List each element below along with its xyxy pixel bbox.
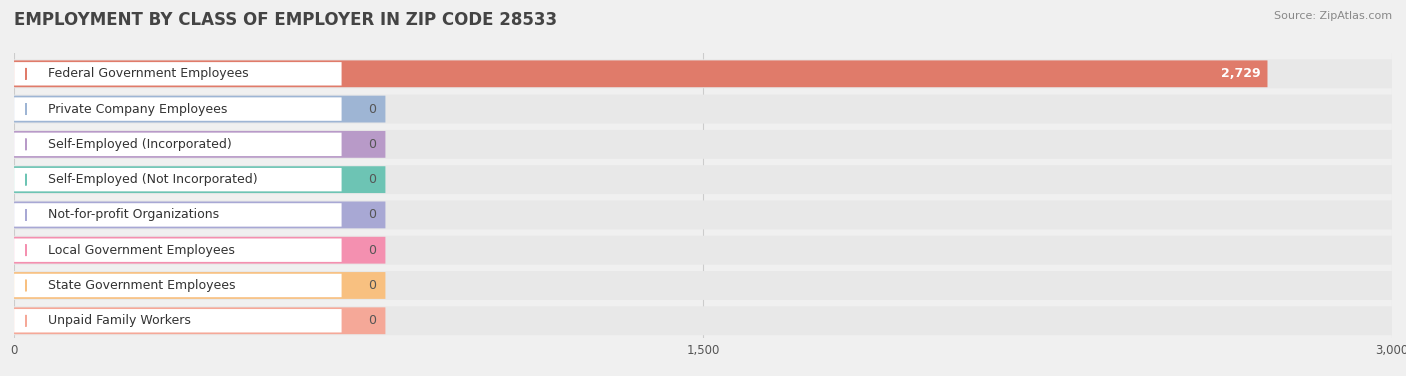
- FancyBboxPatch shape: [14, 96, 385, 123]
- FancyBboxPatch shape: [14, 202, 385, 228]
- FancyBboxPatch shape: [14, 272, 385, 299]
- Text: Federal Government Employees: Federal Government Employees: [48, 67, 249, 80]
- FancyBboxPatch shape: [14, 200, 1392, 229]
- Text: Self-Employed (Incorporated): Self-Employed (Incorporated): [48, 138, 232, 151]
- FancyBboxPatch shape: [14, 95, 1392, 124]
- Text: Local Government Employees: Local Government Employees: [48, 244, 235, 257]
- Text: Self-Employed (Not Incorporated): Self-Employed (Not Incorporated): [48, 173, 257, 186]
- FancyBboxPatch shape: [14, 307, 385, 334]
- FancyBboxPatch shape: [14, 309, 342, 332]
- FancyBboxPatch shape: [14, 168, 342, 191]
- FancyBboxPatch shape: [14, 274, 342, 297]
- FancyBboxPatch shape: [14, 271, 1392, 300]
- FancyBboxPatch shape: [14, 166, 385, 193]
- Text: 0: 0: [368, 279, 377, 292]
- FancyBboxPatch shape: [14, 237, 385, 264]
- FancyBboxPatch shape: [14, 59, 1392, 88]
- Text: State Government Employees: State Government Employees: [48, 279, 235, 292]
- FancyBboxPatch shape: [14, 236, 1392, 265]
- Text: 0: 0: [368, 208, 377, 221]
- Text: Unpaid Family Workers: Unpaid Family Workers: [48, 314, 191, 327]
- Text: 0: 0: [368, 314, 377, 327]
- FancyBboxPatch shape: [14, 62, 342, 85]
- Text: Private Company Employees: Private Company Employees: [48, 103, 228, 115]
- FancyBboxPatch shape: [14, 130, 1392, 159]
- Text: 0: 0: [368, 244, 377, 257]
- FancyBboxPatch shape: [14, 203, 342, 227]
- Text: 2,729: 2,729: [1220, 67, 1261, 80]
- Text: Source: ZipAtlas.com: Source: ZipAtlas.com: [1274, 11, 1392, 21]
- Text: 0: 0: [368, 103, 377, 115]
- Text: 0: 0: [368, 138, 377, 151]
- Text: Not-for-profit Organizations: Not-for-profit Organizations: [48, 208, 219, 221]
- FancyBboxPatch shape: [14, 61, 1267, 87]
- Text: 0: 0: [368, 173, 377, 186]
- FancyBboxPatch shape: [14, 306, 1392, 335]
- FancyBboxPatch shape: [14, 238, 342, 262]
- FancyBboxPatch shape: [14, 97, 342, 121]
- Text: EMPLOYMENT BY CLASS OF EMPLOYER IN ZIP CODE 28533: EMPLOYMENT BY CLASS OF EMPLOYER IN ZIP C…: [14, 11, 557, 29]
- FancyBboxPatch shape: [14, 165, 1392, 194]
- FancyBboxPatch shape: [14, 131, 385, 158]
- FancyBboxPatch shape: [14, 133, 342, 156]
